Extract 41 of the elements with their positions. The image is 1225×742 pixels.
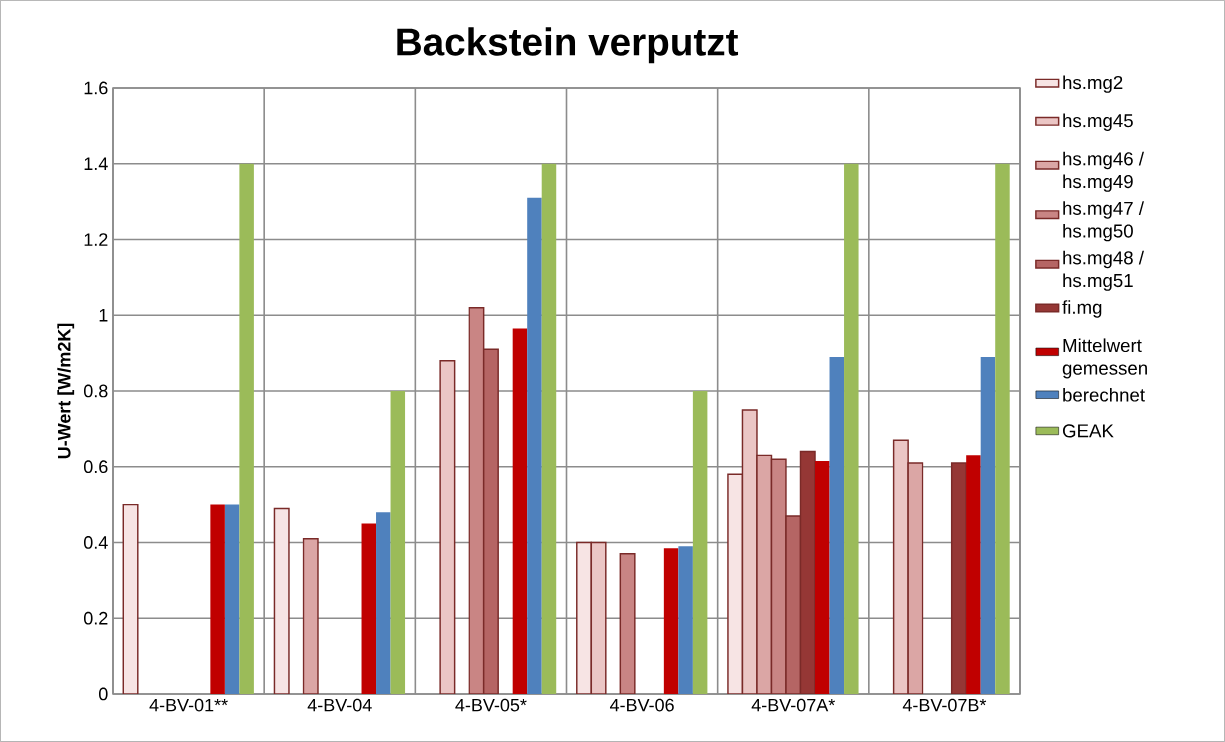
y-tick-label: 0.8 bbox=[83, 384, 108, 398]
bar bbox=[619, 553, 636, 694]
bar bbox=[995, 163, 1010, 694]
bar bbox=[224, 504, 240, 694]
chart-title: Backstein verputzt bbox=[397, 27, 739, 64]
bar bbox=[376, 512, 391, 694]
bar bbox=[692, 390, 708, 694]
y-tick-label: 0.2 bbox=[83, 611, 108, 625]
legend-label: fi.mg bbox=[1062, 300, 1102, 318]
bar bbox=[678, 546, 693, 694]
y-tick-label: 0 bbox=[99, 687, 108, 701]
bar bbox=[980, 356, 996, 694]
bar bbox=[527, 197, 542, 694]
y-tick-label: 1.6 bbox=[84, 81, 108, 95]
y-axis-title: U-Wert [W/m2K] bbox=[57, 323, 75, 459]
x-tick-label: 4-BV-05* bbox=[455, 698, 527, 712]
bar bbox=[844, 163, 859, 694]
x-tick-label: 4-BV-07B* bbox=[902, 698, 987, 712]
bar bbox=[390, 390, 406, 694]
bar bbox=[541, 163, 557, 694]
bar bbox=[829, 356, 845, 694]
y-tick-label: 1.4 bbox=[84, 157, 108, 170]
x-tick-label: 4-BV-06 bbox=[609, 698, 674, 712]
bar bbox=[815, 461, 830, 694]
legend-label: GEAK bbox=[1062, 424, 1114, 438]
y-tick-label: 0.6 bbox=[83, 460, 108, 474]
y-tick-label: 0.4 bbox=[83, 536, 108, 549]
bar bbox=[361, 523, 377, 694]
bar bbox=[239, 163, 254, 694]
x-tick-label: 4-BV-01** bbox=[149, 698, 228, 712]
legend-label: hs.mg45 bbox=[1063, 113, 1133, 131]
bar bbox=[663, 548, 679, 694]
bar bbox=[512, 328, 528, 694]
bar bbox=[966, 455, 981, 694]
x-tick-label: 4-BV-04 bbox=[307, 698, 372, 712]
y-tick-label: 1 bbox=[99, 309, 108, 322]
legend-label: berechnet bbox=[1063, 387, 1145, 402]
legend-label: hs.mg2 bbox=[1063, 75, 1123, 93]
y-tick-label: 1.2 bbox=[84, 233, 108, 246]
bar bbox=[210, 504, 225, 694]
x-tick-label: 4-BV-07A* bbox=[751, 698, 835, 712]
